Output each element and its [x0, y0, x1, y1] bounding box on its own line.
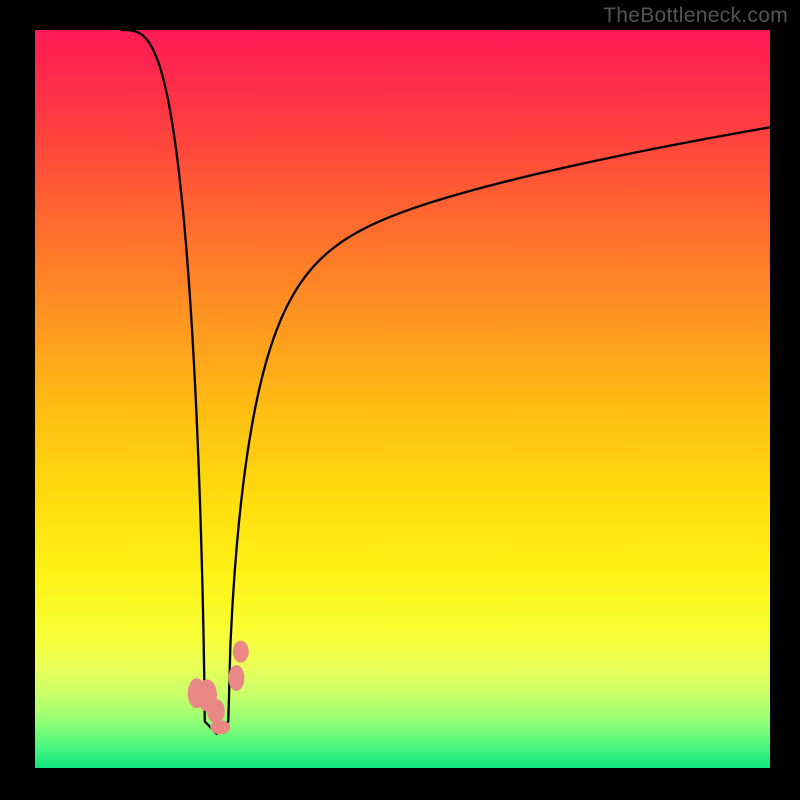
valley-marker — [233, 641, 249, 663]
watermark-text: TheBottleneck.com — [603, 4, 788, 28]
valley-marker — [207, 699, 225, 723]
valley-marker — [228, 665, 244, 691]
chart-root: TheBottleneck.com — [0, 0, 800, 800]
valley-marker — [210, 720, 230, 734]
chart-svg — [0, 0, 800, 800]
